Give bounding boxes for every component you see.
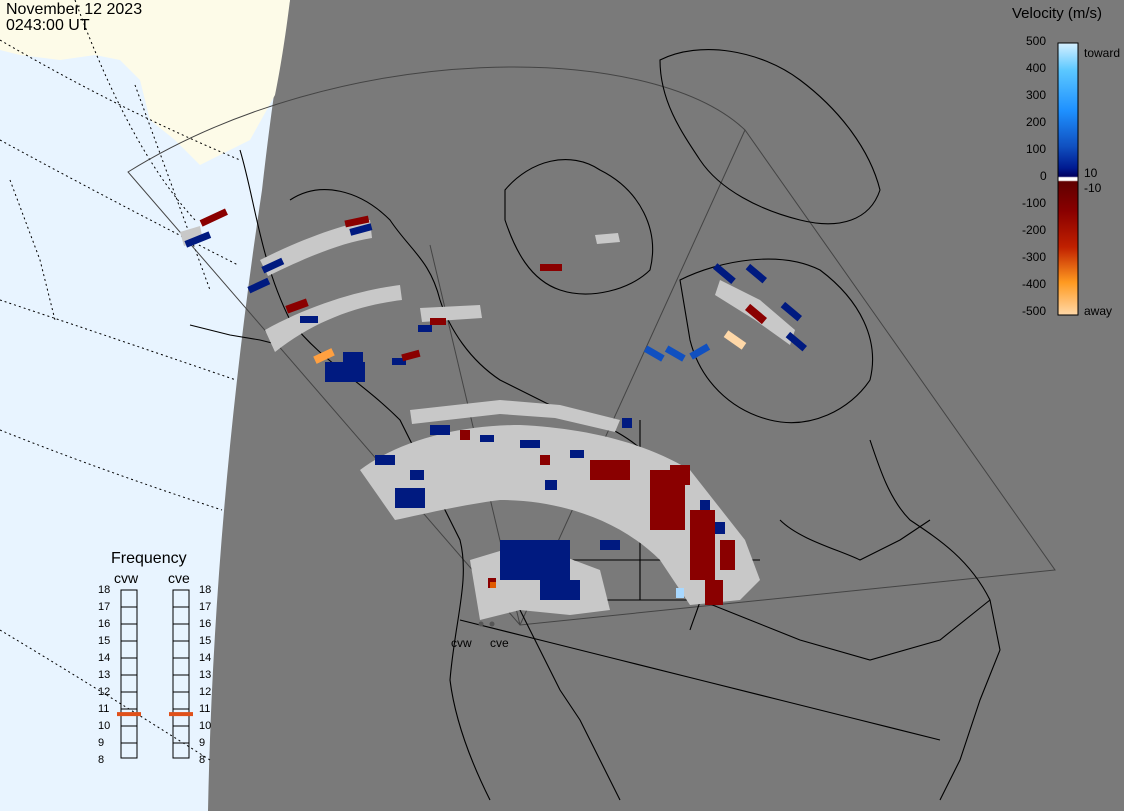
earth-disc [208,0,1124,811]
away-high-cell [723,330,747,350]
frequency-tick-left: 12 [98,686,111,698]
colorbar-tick: -500 [1022,304,1047,318]
radar-site-label-cvw: cvw [451,636,472,650]
frequency-bars [120,589,190,759]
frequency-tick-right: 14 [199,652,212,664]
colorbar-tick: 500 [1026,34,1047,48]
toward-high-cell [676,588,684,598]
radar-site-cvw [478,621,484,627]
frequency-tick-right: 8 [199,754,206,766]
date-label: November 12 2023 [6,1,143,18]
frequency-marker-cvw [117,712,141,717]
radar-site-label-cve: cve [490,636,509,650]
frequency-tick-right: 11 [199,703,211,715]
grid-lines [0,0,241,761]
toward-medium-cells [643,343,711,362]
frequency-tick-right: 9 [199,737,206,749]
colorbar-tick: 100 [1026,142,1047,156]
frequency-tick-right: 16 [199,618,212,630]
frequency-tick-left: 11 [98,703,110,715]
away-medium-cell [313,348,335,364]
colorbar-title: Velocity (m/s) [1012,5,1103,22]
frequency-tick-left: 13 [98,669,111,681]
frequency-tick-left: 17 [98,601,111,613]
colorbar-tick: -100 [1022,196,1047,210]
colorbar-tick: 400 [1026,61,1047,75]
frequency-tick-left: 10 [98,720,111,732]
light-land [0,0,290,165]
colorbar-tick: 200 [1026,115,1047,129]
frequency-tick-right: 12 [199,686,212,698]
toward-cells [184,223,807,600]
time-label: 0243:00 UT [6,17,90,34]
velocity-colorbar [1057,42,1079,316]
frequency-radar-label-cve: cve [168,570,190,586]
frequency-tick-right: 15 [199,635,212,647]
colorbar-away-label: away [1084,304,1113,318]
frequency-tick-left: 14 [98,652,111,664]
colorbar-tick: -400 [1022,277,1047,291]
away-cells [199,208,767,605]
frequency-tick-left: 9 [98,737,105,749]
frequency-tick-right: 13 [199,669,212,681]
frequency-radar-label-cvw: cvw [114,570,139,586]
away-orange-dot [490,582,496,588]
colorbar-tick: 0 [1040,169,1047,183]
colorbar-toward-label: toward [1084,46,1121,60]
colorbar-small-tick: -10 [1084,181,1102,195]
radar-site-cve [489,621,495,627]
frequency-tick-left: 15 [98,635,111,647]
frequency-marker-cve [169,712,193,717]
frequency-tick-right: 17 [199,601,212,613]
frequency-tick-right: 18 [199,584,212,596]
frequency-title: Frequency [111,550,187,567]
colorbar-tick: -200 [1022,223,1047,237]
frequency-tick-left: 18 [98,584,111,596]
colorbar-small-tick: 10 [1084,166,1098,180]
colorbar-tick: 300 [1026,88,1047,102]
frequency-tick-left: 8 [98,754,105,766]
frequency-tick-right: 10 [199,720,212,732]
colorbar-tick: -300 [1022,250,1047,264]
frequency-tick-left: 16 [98,618,111,630]
